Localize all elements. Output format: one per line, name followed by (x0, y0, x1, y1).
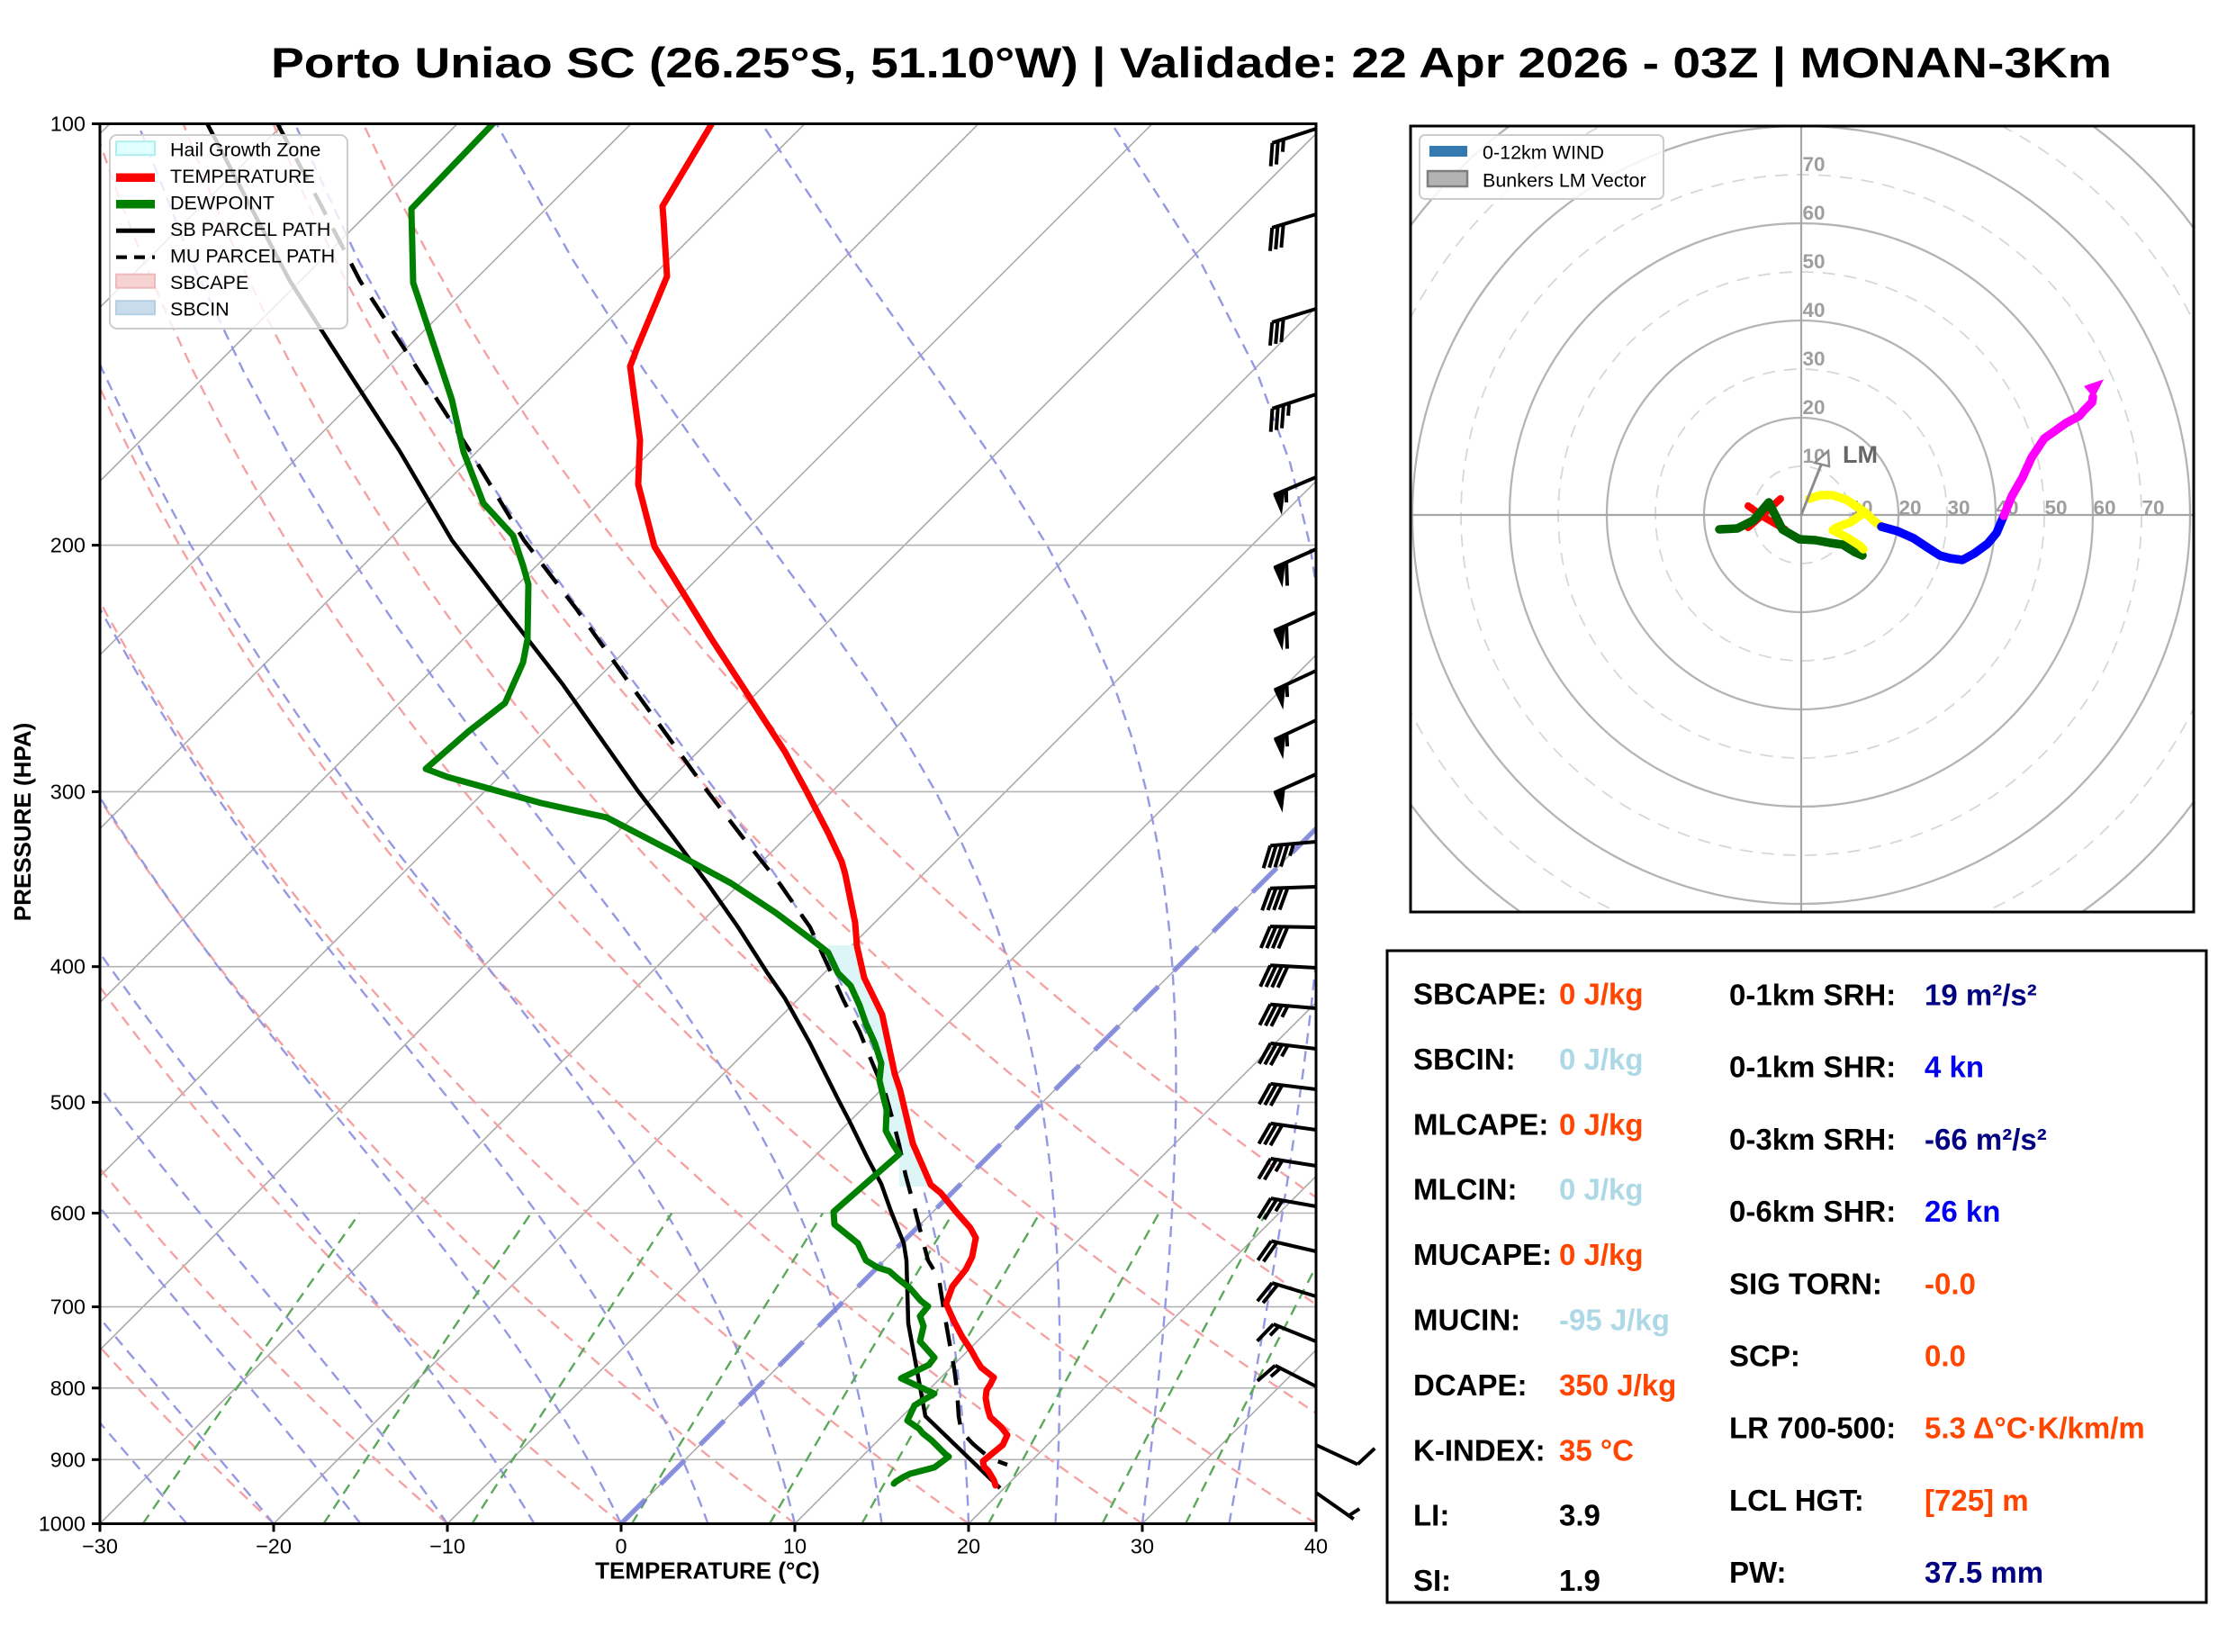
svg-text:400: 400 (50, 955, 86, 979)
svg-text:19 m²/s²: 19 m²/s² (1925, 979, 2037, 1012)
svg-text:MUCAPE:: MUCAPE: (1413, 1238, 1552, 1271)
svg-text:4 kn: 4 kn (1925, 1051, 1984, 1084)
svg-text:200: 200 (50, 534, 86, 557)
svg-text:20: 20 (1803, 396, 1826, 419)
svg-text:1000: 1000 (39, 1512, 86, 1536)
svg-text:−30: −30 (82, 1535, 118, 1558)
svg-text:SBCIN: SBCIN (170, 299, 230, 320)
svg-text:0-1km SRH:: 0-1km SRH: (1729, 979, 1896, 1012)
svg-text:SB PARCEL PATH: SB PARCEL PATH (170, 219, 330, 240)
svg-text:SBCAPE:: SBCAPE: (1413, 978, 1547, 1011)
svg-text:0 J/kg: 0 J/kg (1559, 1043, 1644, 1076)
svg-text:30: 30 (1131, 1535, 1154, 1558)
svg-text:SCP:: SCP: (1729, 1340, 1800, 1373)
svg-text:SIG TORN:: SIG TORN: (1729, 1267, 1882, 1300)
svg-text:MU PARCEL PATH: MU PARCEL PATH (170, 246, 335, 267)
svg-text:DCAPE:: DCAPE: (1413, 1368, 1528, 1402)
svg-text:0-6km SHR:: 0-6km SHR: (1729, 1195, 1896, 1228)
svg-text:50: 50 (1803, 250, 1826, 273)
svg-text:-0.0: -0.0 (1925, 1267, 1976, 1300)
svg-text:−20: −20 (256, 1535, 292, 1558)
svg-text:5.3 Δ°C·K/km/m: 5.3 Δ°C·K/km/m (1925, 1412, 2145, 1445)
svg-text:SI:: SI: (1413, 1564, 1451, 1597)
svg-text:-66 m²/s²: -66 m²/s² (1925, 1123, 2047, 1156)
svg-text:0 J/kg: 0 J/kg (1559, 978, 1644, 1011)
svg-text:30: 30 (1947, 497, 1970, 519)
svg-text:PRESSURE (HPA): PRESSURE (HPA) (9, 723, 36, 922)
svg-text:0 J/kg: 0 J/kg (1559, 1107, 1644, 1141)
svg-text:LI:: LI: (1413, 1499, 1449, 1532)
svg-text:Bunkers LM Vector: Bunkers LM Vector (1483, 170, 1646, 192)
svg-text:Porto Uniao SC (26.25°S, 51.10: Porto Uniao SC (26.25°S, 51.10°W) | Vali… (271, 39, 2112, 86)
svg-text:10: 10 (783, 1535, 807, 1558)
svg-text:500: 500 (50, 1090, 86, 1114)
svg-text:MUCIN:: MUCIN: (1413, 1304, 1520, 1337)
svg-text:20: 20 (1898, 497, 1921, 519)
svg-text:70: 70 (2141, 497, 2164, 519)
svg-text:350 J/kg: 350 J/kg (1559, 1368, 1676, 1402)
svg-text:37.5 mm: 37.5 mm (1925, 1556, 2043, 1589)
svg-text:PW:: PW: (1729, 1556, 1787, 1589)
svg-text:TEMPERATURE (°C): TEMPERATURE (°C) (595, 1557, 820, 1584)
svg-text:35 °C: 35 °C (1559, 1433, 1634, 1467)
svg-text:LM: LM (1843, 441, 1878, 468)
svg-text:0 J/kg: 0 J/kg (1559, 1173, 1644, 1206)
svg-text:K-INDEX:: K-INDEX: (1413, 1433, 1546, 1467)
svg-text:60: 60 (2093, 497, 2115, 519)
svg-text:TEMPERATURE: TEMPERATURE (170, 166, 315, 187)
svg-text:0-1km SHR:: 0-1km SHR: (1729, 1051, 1896, 1084)
svg-text:0-12km WIND: 0-12km WIND (1483, 142, 1604, 164)
svg-text:LCL HGT:: LCL HGT: (1729, 1484, 1864, 1517)
svg-text:0 J/kg: 0 J/kg (1559, 1238, 1644, 1271)
svg-text:-95 J/kg: -95 J/kg (1559, 1304, 1670, 1337)
svg-text:SBCAPE: SBCAPE (170, 272, 248, 293)
svg-text:MLCAPE:: MLCAPE: (1413, 1107, 1548, 1141)
svg-text:700: 700 (50, 1295, 86, 1319)
svg-text:0.0: 0.0 (1925, 1340, 1966, 1373)
svg-text:0: 0 (615, 1535, 627, 1558)
svg-text:−10: −10 (429, 1535, 465, 1558)
svg-text:800: 800 (50, 1377, 86, 1400)
svg-text:[725] m: [725] m (1925, 1484, 2029, 1517)
svg-text:LR 700-500:: LR 700-500: (1729, 1412, 1896, 1445)
svg-text:3.9: 3.9 (1559, 1499, 1600, 1532)
svg-text:600: 600 (50, 1202, 86, 1225)
svg-text:SBCIN:: SBCIN: (1413, 1043, 1516, 1076)
svg-text:900: 900 (50, 1448, 86, 1471)
svg-text:30: 30 (1803, 348, 1826, 370)
svg-text:DEWPOINT: DEWPOINT (170, 193, 275, 214)
svg-text:Hail Growth Zone: Hail Growth Zone (170, 140, 320, 161)
svg-text:70: 70 (1803, 153, 1826, 176)
svg-text:100: 100 (50, 113, 86, 136)
svg-text:1.9: 1.9 (1559, 1564, 1600, 1597)
svg-text:0-3km SRH:: 0-3km SRH: (1729, 1123, 1896, 1156)
svg-text:60: 60 (1803, 202, 1826, 224)
svg-text:20: 20 (957, 1535, 980, 1558)
svg-text:300: 300 (50, 780, 86, 803)
svg-text:MLCIN:: MLCIN: (1413, 1173, 1517, 1206)
svg-text:26 kn: 26 kn (1925, 1195, 2000, 1228)
svg-text:50: 50 (2044, 497, 2067, 519)
svg-text:40: 40 (1803, 299, 1826, 321)
svg-text:40: 40 (1304, 1535, 1328, 1558)
